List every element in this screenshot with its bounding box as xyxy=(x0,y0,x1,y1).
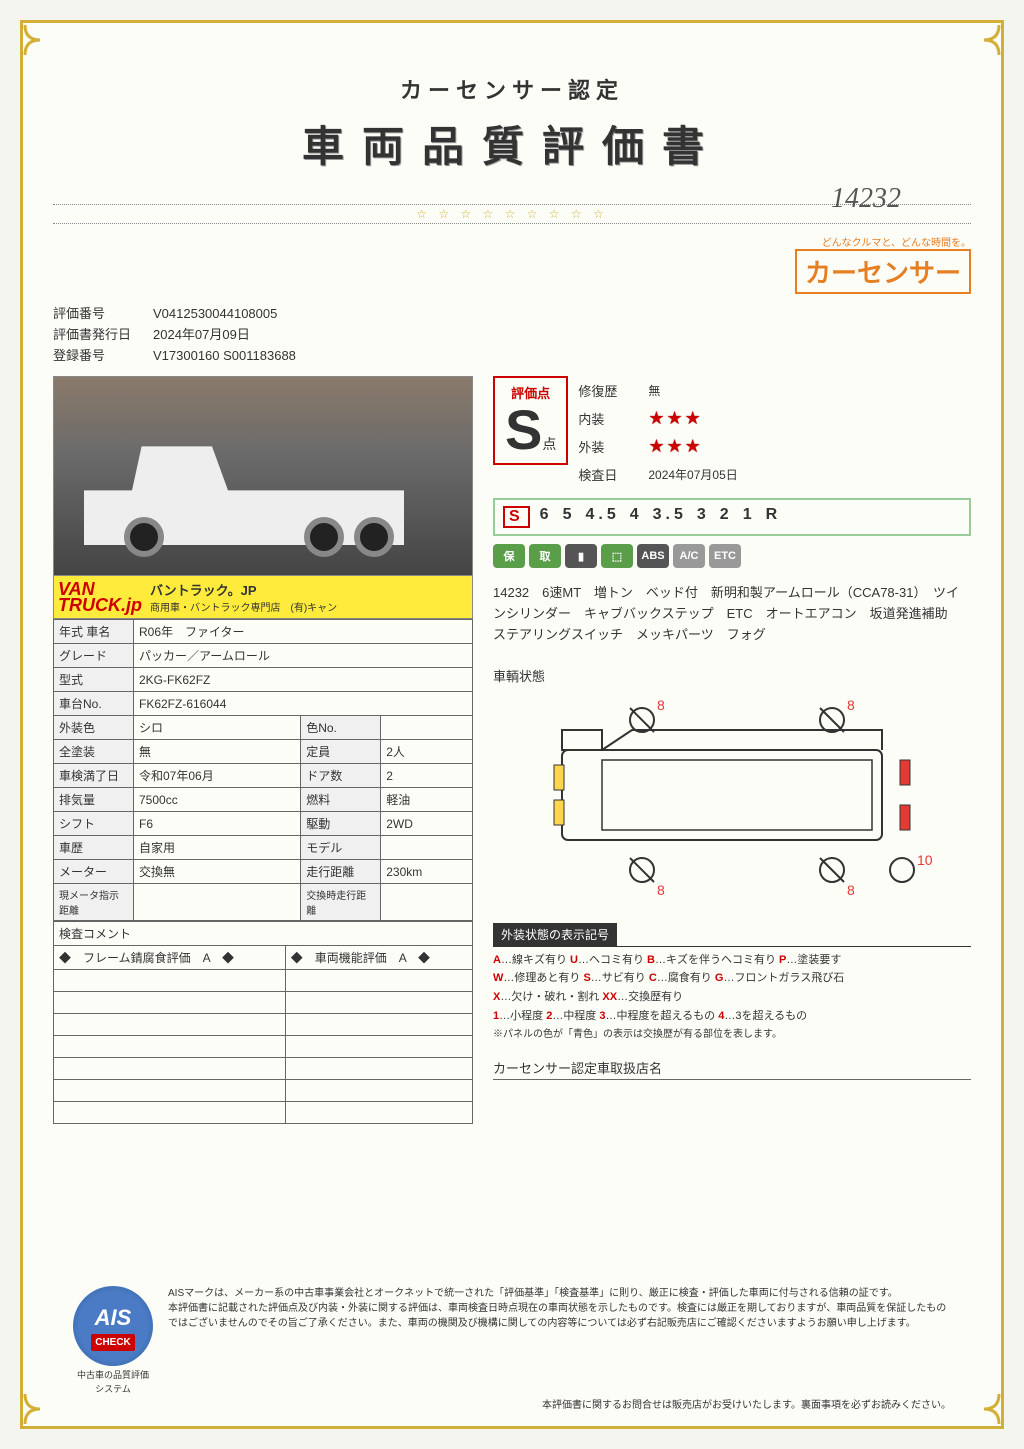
footer-bottom-note: 本評価書に関するお問合せは販売店がお受けいたします。裏面事項を必ずお読みください… xyxy=(542,1396,951,1411)
banner-text: バントラック。JP xyxy=(150,580,337,599)
vantruck-logo: VANTRUCK.jp xyxy=(58,581,142,613)
svg-text:8: 8 xyxy=(657,697,665,713)
inspect-date: 2024年07月05日 xyxy=(648,466,737,483)
brand-block: どんなクルマと、どんな時間を。 カーセンサー xyxy=(53,234,971,294)
svg-text:8: 8 xyxy=(847,882,855,898)
exterior-stars: ★★★ xyxy=(648,436,702,457)
ais-logo: AIS CHECK xyxy=(73,1286,153,1366)
vehicle-diagram: 8 8 8 8 10 xyxy=(493,690,971,910)
repair-history: 無 xyxy=(648,382,660,399)
vehicle-photo xyxy=(53,376,473,576)
main-title: 車両品質評価書 xyxy=(53,113,971,174)
score-grade: S xyxy=(505,398,542,461)
svg-text:8: 8 xyxy=(657,882,665,898)
comment-table: 検査コメント ◆ フレーム錆腐食評価 A ◆◆ 車両機能評価 A ◆ xyxy=(53,921,473,1124)
meta-block: 評価番号V0412530044108005 評価書発行日2024年07月09日 … xyxy=(53,304,971,366)
feature-badges: 保取▮⬚ABSA/CETC xyxy=(493,544,971,568)
corner-ornament xyxy=(20,20,60,60)
diagram-title: 車輌状態 xyxy=(493,666,971,685)
eval-no: V0412530044108005 xyxy=(153,304,277,325)
svg-text:8: 8 xyxy=(847,697,855,713)
certificate-page: カーセンサー認定 車両品質評価書 14232 ☆ ☆ ☆ ☆ ☆ ☆ ☆ ☆ ☆… xyxy=(20,20,1004,1429)
issue-date-label: 評価書発行日 xyxy=(53,325,153,346)
issue-date: 2024年07月09日 xyxy=(153,325,250,346)
reg-no: V17300160 S001183688 xyxy=(153,346,296,367)
interior-stars: ★★★ xyxy=(648,408,702,429)
corner-ornament xyxy=(20,1389,60,1429)
dealer-title: カーセンサー認定車取扱店名 xyxy=(493,1058,971,1080)
score-box: 評価点 S点 修復歴無 内装★★★ 外装★★★ 検査日2024年07月05日 xyxy=(493,376,971,488)
legend: 外装状態の表示記号 A…線キズ有り U…ヘコミ有り B…キズを伴うヘコミ有り P… xyxy=(493,923,971,1043)
brand-logo: カーセンサー xyxy=(795,249,971,294)
spec-table: 年式 車名R06年 ファイター グレードパッカー／アームロール 型式2KG-FK… xyxy=(53,619,473,921)
subtitle: カーセンサー認定 xyxy=(53,73,971,105)
footer: AIS CHECK 中古車の品質評価システム AISマークは、メーカー系の中古車… xyxy=(73,1286,951,1396)
footer-text: AISマークは、メーカー系の中古車事業会社とオークネットで統一された「評価基準」… xyxy=(168,1286,951,1331)
grade-scale: S654.543.5321R xyxy=(493,498,971,536)
reg-no-label: 登録番号 xyxy=(53,346,153,367)
corner-ornament xyxy=(964,1389,1004,1429)
vehicle-notes: 14232 6速MT 増トン ベッド付 新明和製アームロール（CCA78-31）… xyxy=(493,583,971,645)
score-frame: 評価点 S点 xyxy=(493,376,568,465)
eval-no-label: 評価番号 xyxy=(53,304,153,325)
dealer-banner: VANTRUCK.jp バントラック。JP 商用車・バントラック専門店 (有)キ… xyxy=(53,576,473,619)
brand-tagline: どんなクルマと、どんな時間を。 xyxy=(53,234,971,249)
svg-text:10: 10 xyxy=(917,852,933,868)
corner-ornament xyxy=(964,20,1004,60)
header: カーセンサー認定 車両品質評価書 xyxy=(53,73,971,174)
handwritten-number: 14232 xyxy=(831,183,901,215)
banner-sub: 商用車・バントラック専門店 (有)キャン xyxy=(150,599,337,614)
